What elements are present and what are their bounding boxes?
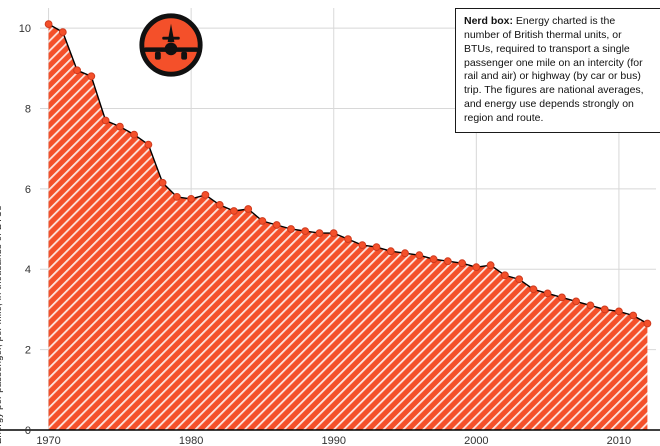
nerd-box-text: Energy charted is the number of British … [464,15,644,125]
data-point [44,20,53,29]
y-tick-label: 8 [25,103,31,115]
airplane-icon-svg [139,13,203,77]
nerd-box: Nerd box: Energy charted is the number o… [455,8,660,133]
y-axis-label: Energy per passenger, per mile, in thous… [0,205,4,444]
airplane-icon [136,10,206,80]
data-point [529,285,538,294]
x-tick-label: 2010 [607,435,631,446]
data-point [472,263,481,272]
data-point [429,255,438,264]
data-point [272,221,281,229]
data-point [215,201,224,209]
data-point [501,271,509,280]
data-point [386,247,395,256]
data-point [87,72,96,81]
data-point [344,235,352,244]
data-point [586,301,595,310]
data-point [301,227,310,236]
data-point [415,251,424,260]
data-point [201,191,210,199]
data-point [401,249,409,258]
data-point [287,225,295,233]
x-tick-label: 1980 [179,435,203,446]
data-point [73,66,81,75]
data-point [543,289,552,298]
data-point [515,275,523,284]
x-tick-label: 2000 [464,435,488,446]
data-point [144,140,153,149]
data-point [372,243,381,252]
data-point [643,319,652,328]
data-point [58,28,67,36]
y-tick-label: 0 [25,425,31,437]
data-point [486,261,495,270]
data-point [600,305,609,314]
data-point [187,195,196,203]
data-point [443,257,452,266]
x-tick-label: 1990 [321,435,345,446]
data-point [572,297,580,306]
y-tick-label: 4 [25,264,31,276]
data-point [315,229,324,238]
data-point [130,130,139,139]
data-point [258,217,267,225]
data-point [244,205,253,213]
data-point [230,207,238,215]
data-point [116,122,124,131]
data-point [615,307,623,316]
y-tick-label: 2 [25,345,31,357]
data-point [173,193,181,201]
data-point [358,241,367,250]
data-point [458,259,467,268]
data-point [629,311,638,320]
data-point [329,229,338,238]
data-point [158,178,167,187]
y-tick-label: 10 [19,23,31,35]
nerd-box-label: Nerd box: [464,15,514,27]
data-point [101,116,110,125]
data-point [558,293,566,302]
x-tick-label: 1970 [36,435,60,446]
y-tick-label: 6 [25,184,31,196]
